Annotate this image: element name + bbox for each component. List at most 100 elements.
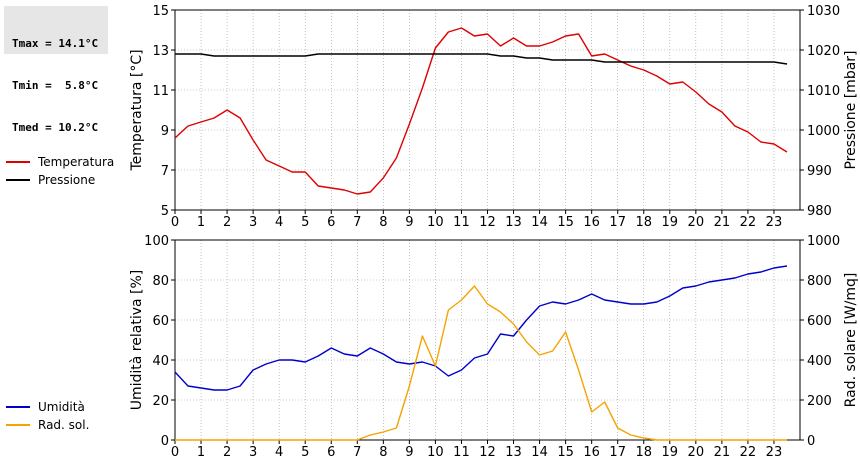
y2-axis-label: Rad. solare [W/mq] <box>843 273 859 408</box>
x-tick-label: 18 <box>635 445 652 460</box>
x-tick-label: 8 <box>379 445 387 460</box>
x-tick-label: 13 <box>505 445 522 460</box>
y-tick-label: 0 <box>161 434 169 449</box>
x-tick-label: 8 <box>379 215 387 230</box>
x-tick-label: 23 <box>766 215 783 230</box>
stat-tmin: Tmin = 5.8°C <box>12 79 99 92</box>
y-tick-label: 13 <box>152 44 169 59</box>
x-tick-label: 19 <box>662 215 679 230</box>
x-tick-label: 16 <box>583 445 600 460</box>
x-tick-label: 17 <box>609 215 626 230</box>
legend-item: Temperatura <box>6 153 114 171</box>
x-tick-label: 6 <box>327 445 335 460</box>
legend-label: Rad. sol. <box>38 418 90 432</box>
y-tick-label: 15 <box>152 4 169 19</box>
x-tick-label: 11 <box>453 445 470 460</box>
stats-box: Tmax = 14.1°C Tmin = 5.8°C Tmed = 10.2°C <box>4 6 108 134</box>
x-tick-label: 12 <box>479 215 496 230</box>
y-tick-label: 5 <box>161 204 169 219</box>
legend-swatch <box>6 424 30 426</box>
legend-bottom-chart: Umidità Rad. sol. <box>6 398 89 434</box>
legend-top-chart: Temperatura Pressione <box>6 153 114 189</box>
x-tick-label: 17 <box>609 445 626 460</box>
y2-axis-label: Pressione [mbar] <box>843 50 859 169</box>
series-line-temperatura <box>174 27 788 195</box>
legend-item: Pressione <box>6 171 114 189</box>
y-tick-label: 40 <box>152 354 169 369</box>
y2-tick-label: 800 <box>807 274 832 289</box>
stat-tmed: Tmed = 10.2°C <box>12 121 99 134</box>
chart-panel-1: 0 1 2 3 4 5 6 7 8 9 10 11 12 13 14 15 16 17 18 19 20 21 22 2302… <box>129 234 859 460</box>
x-tick-label: 0 <box>171 215 179 230</box>
y2-tick-label: 1010 <box>807 84 840 99</box>
legend-label: Pressione <box>38 173 96 187</box>
x-tick-label: 9 <box>405 445 413 460</box>
x-tick-label: 6 <box>327 215 335 230</box>
x-tick-label: 2 <box>223 215 231 230</box>
x-tick-label: 3 <box>249 215 257 230</box>
x-tick-label: 1 <box>197 215 205 230</box>
x-tick-label: 12 <box>479 445 496 460</box>
series-line-umidit- <box>174 265 788 391</box>
y-tick-label: 9 <box>161 124 169 139</box>
x-tick-label: 9 <box>405 215 413 230</box>
x-tick-label: 2 <box>223 445 231 460</box>
x-tick-label: 16 <box>583 215 600 230</box>
y2-tick-label: 200 <box>807 394 832 409</box>
x-tick-label: 21 <box>714 445 731 460</box>
x-tick-label: 10 <box>427 215 444 230</box>
x-tick-label: 14 <box>531 445 548 460</box>
x-tick-label: 5 <box>301 445 309 460</box>
x-tick-label: 4 <box>275 215 283 230</box>
x-tick-label: 3 <box>249 445 257 460</box>
series-line-rad-sol- <box>175 285 787 441</box>
x-tick-label: 11 <box>453 215 470 230</box>
x-tick-label: 10 <box>427 445 444 460</box>
x-tick-label: 13 <box>505 215 522 230</box>
y-tick-label: 7 <box>161 164 169 179</box>
y2-tick-label: 990 <box>807 164 832 179</box>
x-tick-label: 15 <box>557 215 574 230</box>
x-tick-label: 19 <box>662 445 679 460</box>
x-tick-label: 7 <box>353 215 361 230</box>
legend-swatch <box>6 179 30 181</box>
series-line-pressione <box>175 53 788 65</box>
stat-tmax: Tmax = 14.1°C <box>12 37 99 50</box>
y-tick-label: 60 <box>152 314 169 329</box>
y2-tick-label: 1030 <box>807 4 840 19</box>
legend-swatch <box>6 161 30 163</box>
legend-item: Rad. sol. <box>6 416 89 434</box>
x-tick-label: 22 <box>740 445 757 460</box>
legend-label: Umidità <box>38 400 85 414</box>
x-tick-label: 20 <box>688 445 705 460</box>
y2-tick-label: 980 <box>807 204 832 219</box>
chart-panel-0: 0 1 2 3 4 5 6 7 8 9 10 11 12 13 14 15 16 17 18 19 20 21 22 2357… <box>129 4 859 230</box>
legend-swatch <box>6 406 30 408</box>
x-tick-label: 4 <box>275 445 283 460</box>
x-tick-label: 21 <box>714 215 731 230</box>
x-tick-label: 7 <box>353 445 361 460</box>
x-tick-label: 20 <box>688 215 705 230</box>
y-tick-label: 100 <box>144 234 169 249</box>
x-tick-label: 22 <box>740 215 757 230</box>
y2-tick-label: 600 <box>807 314 832 329</box>
y-tick-label: 20 <box>152 394 169 409</box>
y-tick-label: 11 <box>152 84 169 99</box>
x-tick-label: 14 <box>531 215 548 230</box>
x-tick-label: 5 <box>301 215 309 230</box>
x-tick-label: 18 <box>635 215 652 230</box>
x-tick-label: 23 <box>766 445 783 460</box>
y2-tick-label: 1000 <box>807 124 840 139</box>
x-tick-label: 0 <box>171 445 179 460</box>
legend-label: Temperatura <box>38 155 115 169</box>
x-tick-label: 1 <box>197 445 205 460</box>
y2-tick-label: 400 <box>807 354 832 369</box>
x-tick-label: 15 <box>557 445 574 460</box>
legend-item: Umidità <box>6 398 89 416</box>
y2-tick-label: 1020 <box>807 44 840 59</box>
y-axis-label: Umidità relativa [%] <box>129 270 145 411</box>
y2-tick-label: 0 <box>807 434 815 449</box>
y2-tick-label: 1000 <box>807 234 840 249</box>
y-tick-label: 80 <box>152 274 169 289</box>
